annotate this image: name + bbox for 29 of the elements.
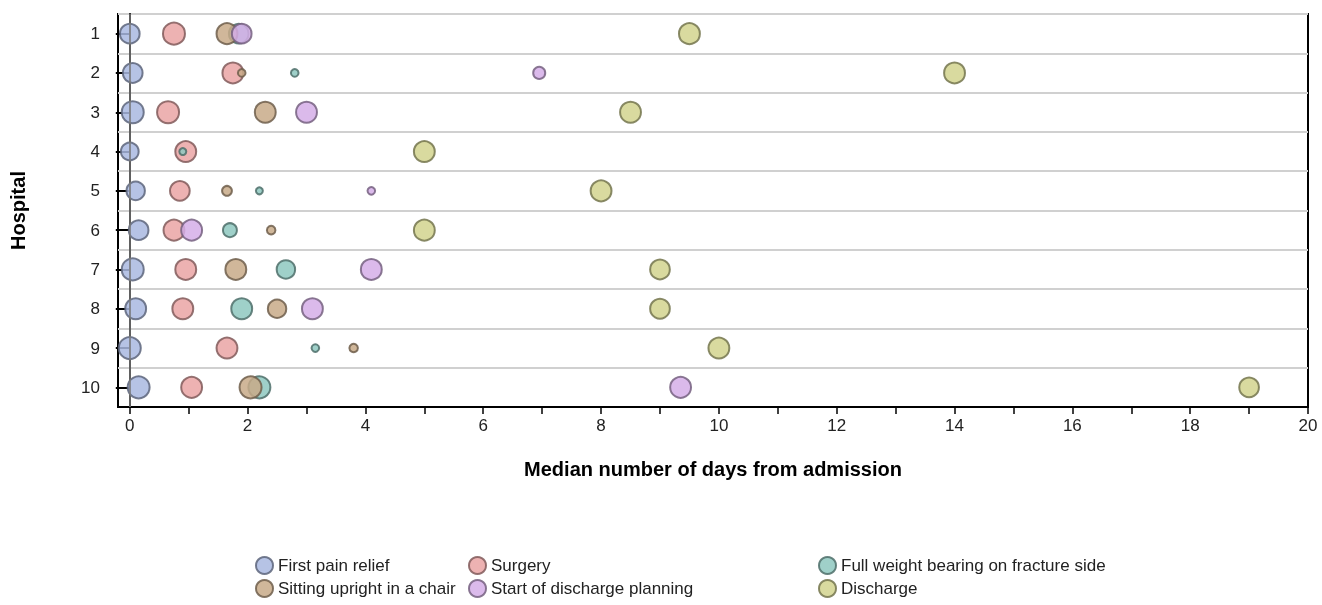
x-tick-label: 0 — [125, 416, 135, 435]
x-tick-label: 14 — [945, 416, 964, 435]
x-tick-label: 10 — [709, 416, 729, 435]
y-tick-label: 9 — [90, 338, 100, 358]
y-tick-label: 7 — [90, 259, 100, 279]
legend-label: Start of discharge planning — [491, 579, 694, 598]
y-tick-label: 2 — [90, 63, 100, 83]
x-tick-label: 12 — [827, 416, 847, 435]
x-tick-label: 2 — [242, 416, 253, 435]
legend-label: Full weight bearing on fracture side — [841, 556, 1106, 575]
x-axis-title: Median number of days from admission — [524, 458, 902, 480]
legend-label: First pain relief — [278, 556, 390, 575]
y-tick-label: 5 — [90, 181, 100, 201]
legend-label: Discharge — [841, 579, 918, 598]
y-tick-label: 3 — [90, 102, 100, 122]
x-tick-label: 8 — [596, 416, 606, 435]
x-tick-label: 16 — [1062, 416, 1082, 435]
y-tick-label: 8 — [90, 299, 100, 319]
x-tick-label: 4 — [360, 416, 371, 435]
y-tick-label: 1 — [90, 24, 100, 44]
x-tick-label: 18 — [1180, 416, 1200, 435]
legend-label: Sitting upright in a chair — [278, 579, 456, 598]
legend-label: Surgery — [491, 556, 552, 575]
y-tick-label: 4 — [90, 142, 100, 162]
x-tick-label: 6 — [478, 416, 488, 435]
y-tick-label: 10 — [81, 377, 100, 397]
x-tick-label: 20 — [1298, 416, 1318, 435]
y-tick-label: 6 — [90, 220, 100, 240]
y-axis-title: Hospital — [7, 171, 29, 250]
